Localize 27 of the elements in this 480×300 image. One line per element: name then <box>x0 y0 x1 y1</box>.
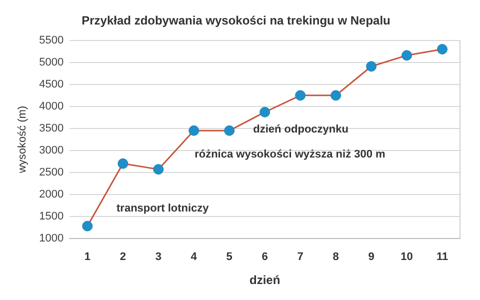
x-axis-title: dzień <box>250 273 280 288</box>
y-tick-label: 2500 <box>39 166 64 178</box>
y-tick-label: 3500 <box>39 122 64 134</box>
chart-title: Przykład zdobywania wysokości na trekingu w Nepalu <box>82 14 390 28</box>
y-tick-label: 1500 <box>39 210 64 222</box>
x-tick-label: 8 <box>332 251 339 264</box>
y-tick-label: 4000 <box>39 100 64 112</box>
annotation: różnica wysokości wyższa niż 300 m <box>194 148 386 160</box>
x-tick-label: 1 <box>84 251 90 264</box>
x-tick-label: 10 <box>400 251 413 264</box>
x-tick-label: 11 <box>436 251 448 264</box>
x-tick-label: 7 <box>297 251 304 264</box>
y-tick-label: 2000 <box>39 188 64 200</box>
y-tick-label: 5000 <box>39 56 64 68</box>
y-tick-label: 1000 <box>39 232 64 244</box>
y-tick-label: 3000 <box>39 144 64 156</box>
y-axis-title: wysokość (m) <box>16 106 29 174</box>
y-tick-label: 5500 <box>39 34 64 46</box>
x-tick-label: 3 <box>155 251 162 264</box>
annotation: transport lotniczy <box>116 202 210 215</box>
x-tick-label: 6 <box>262 251 268 264</box>
x-tick-label: 5 <box>226 251 232 264</box>
x-tick-label: 4 <box>190 251 198 264</box>
annotation: dzień odpoczynku <box>253 124 348 136</box>
x-tick-label: 9 <box>368 251 374 264</box>
y-tick-label: 4500 <box>39 78 64 90</box>
x-tick-label: 2 <box>120 251 126 264</box>
